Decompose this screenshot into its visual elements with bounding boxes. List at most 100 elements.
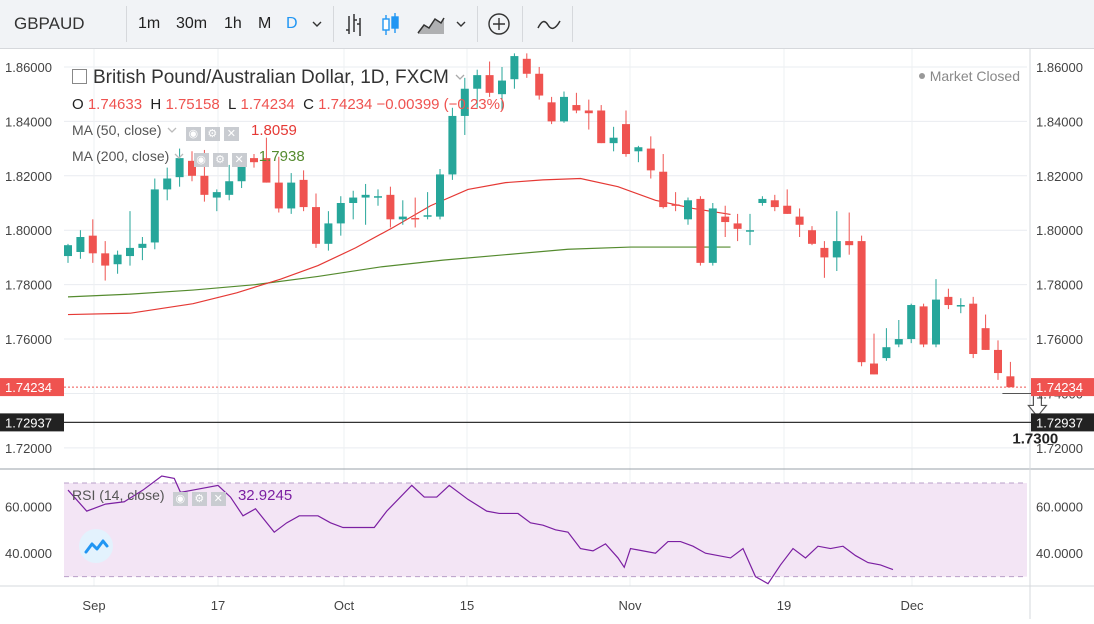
candle-body [113, 254, 122, 265]
area-chart-button[interactable] [416, 0, 446, 48]
top-toolbar: GBPAUD 1m 30m 1h M D [0, 0, 1094, 49]
candles-icon [382, 13, 399, 35]
bar-chart-icon [346, 14, 361, 36]
price-tick-label-left: 1.86000 [5, 60, 52, 75]
candle-body [770, 200, 779, 208]
down-arrow-icon [1027, 394, 1048, 418]
gear-icon[interactable]: ⚙ [212, 153, 228, 167]
level-badge-left-text: 1.72937 [5, 415, 52, 430]
level-badge-text: 1.72937 [1036, 415, 1083, 430]
price-tick-label: 1.78000 [1036, 278, 1083, 293]
high-label: H [150, 96, 162, 113]
price-tick-label: 1.72000 [1036, 441, 1083, 456]
toolbar-divider [477, 6, 478, 42]
market-status-text: Market Closed [929, 68, 1020, 84]
chevron-down-icon [456, 21, 466, 27]
last-price-badge-left [0, 378, 64, 397]
candle-body [721, 216, 730, 223]
rsi-legend[interactable]: RSI (14, close) ◉ ⚙ ✕ 32.9245 [72, 487, 292, 506]
eye-icon[interactable]: ◉ [185, 127, 201, 141]
candle-body [547, 102, 556, 122]
collapse-legend-icon[interactable] [72, 69, 87, 84]
close-icon[interactable]: ✕ [210, 492, 226, 506]
rsi-tick-label-left: 40.0000 [5, 546, 52, 561]
close-icon[interactable]: ✕ [231, 153, 247, 167]
candle-body [237, 159, 246, 182]
time-tick-label: Dec [900, 598, 924, 613]
candle-body [485, 75, 494, 93]
eye-icon[interactable]: ◉ [172, 492, 188, 506]
candle-body [932, 299, 940, 345]
candle-body [423, 215, 432, 217]
candle-body [150, 189, 159, 243]
candle-body [994, 349, 1002, 374]
toolbar-divider [126, 6, 127, 42]
candle-body [460, 88, 469, 116]
interval-30m-button[interactable]: 30m [176, 15, 208, 32]
interval-dropdown[interactable] [311, 0, 327, 48]
eye-icon[interactable]: ◉ [193, 153, 209, 167]
candle-body [76, 237, 85, 252]
candle-body [126, 247, 134, 257]
level-badge [1031, 413, 1094, 432]
chart-legend-title: British Pound/Australian Dollar, 1D, FXC… [72, 67, 466, 89]
candle-body [894, 339, 903, 345]
candle-body [361, 194, 370, 198]
indicators-button[interactable] [536, 0, 562, 48]
candle-body [969, 303, 978, 355]
candle-body [535, 73, 544, 96]
candle-body [175, 158, 184, 178]
bar-chart-button[interactable] [344, 0, 366, 48]
change-value: −0.00399 (−0.23%) [376, 96, 505, 113]
price-tick-label: 1.86000 [1036, 60, 1083, 75]
candle-body [572, 105, 581, 111]
ma200-label: MA (200, close) [72, 148, 170, 164]
candle-body [981, 328, 990, 350]
toolbar-divider [572, 6, 573, 42]
price-chart-svg[interactable]: 1.86000 1.84000 1.82000 1.80000 1.78000 1.760… [0, 49, 1094, 619]
gear-icon[interactable]: ⚙ [204, 127, 220, 141]
candle-body [411, 217, 420, 220]
candle-body [622, 124, 630, 155]
interval-month-button[interactable]: M [258, 15, 272, 32]
candle-body [436, 174, 444, 217]
toolbar-divider [333, 6, 334, 42]
candle-body [634, 147, 643, 152]
add-compare-button[interactable] [486, 0, 512, 48]
symbol-search-button[interactable]: GBPAUD [14, 14, 85, 33]
interval-day-button[interactable]: D [286, 15, 298, 32]
candle-body [857, 241, 866, 363]
candle-body [225, 181, 234, 195]
candle-body [584, 110, 593, 114]
time-tick-label: 15 [460, 598, 474, 613]
candle-body [746, 230, 754, 232]
ma200-legend[interactable]: MA (200, close) ◉ ⚙ ✕ 1.7938 [72, 148, 305, 167]
price-tick-label: 1.84000 [1036, 114, 1083, 129]
chevron-down-icon [312, 21, 322, 27]
chevron-down-icon[interactable] [166, 125, 178, 135]
chevron-down-icon[interactable] [173, 151, 185, 161]
candle-body [696, 198, 705, 263]
chart-type-dropdown[interactable] [455, 0, 471, 48]
candle-body [882, 347, 891, 359]
close-icon[interactable]: ✕ [223, 127, 239, 141]
gear-icon[interactable]: ⚙ [191, 492, 207, 506]
candle-body [733, 223, 742, 229]
close-value: 1.74234 [318, 96, 373, 113]
ma50-legend[interactable]: MA (50, close) ◉ ⚙ ✕ 1.8059 [72, 122, 297, 141]
candle-body [646, 148, 655, 171]
interval-1m-button[interactable]: 1m [138, 15, 161, 32]
status-dot-icon [918, 73, 925, 79]
target-price-label: 1.7300 [1012, 430, 1058, 447]
candle-body [188, 160, 196, 176]
candles-button[interactable] [380, 0, 402, 48]
candle-body [163, 178, 172, 190]
interval-1h-button[interactable]: 1h [224, 15, 242, 32]
chevron-down-icon[interactable] [454, 71, 466, 83]
candle-body [250, 158, 258, 163]
rsi-value: 32.9245 [237, 487, 293, 504]
candle-body [287, 182, 296, 209]
candle-body [597, 110, 606, 144]
chart-area[interactable]: 1.86000 1.84000 1.82000 1.80000 1.78000 1.760… [0, 49, 1094, 619]
candle-body [684, 200, 692, 220]
